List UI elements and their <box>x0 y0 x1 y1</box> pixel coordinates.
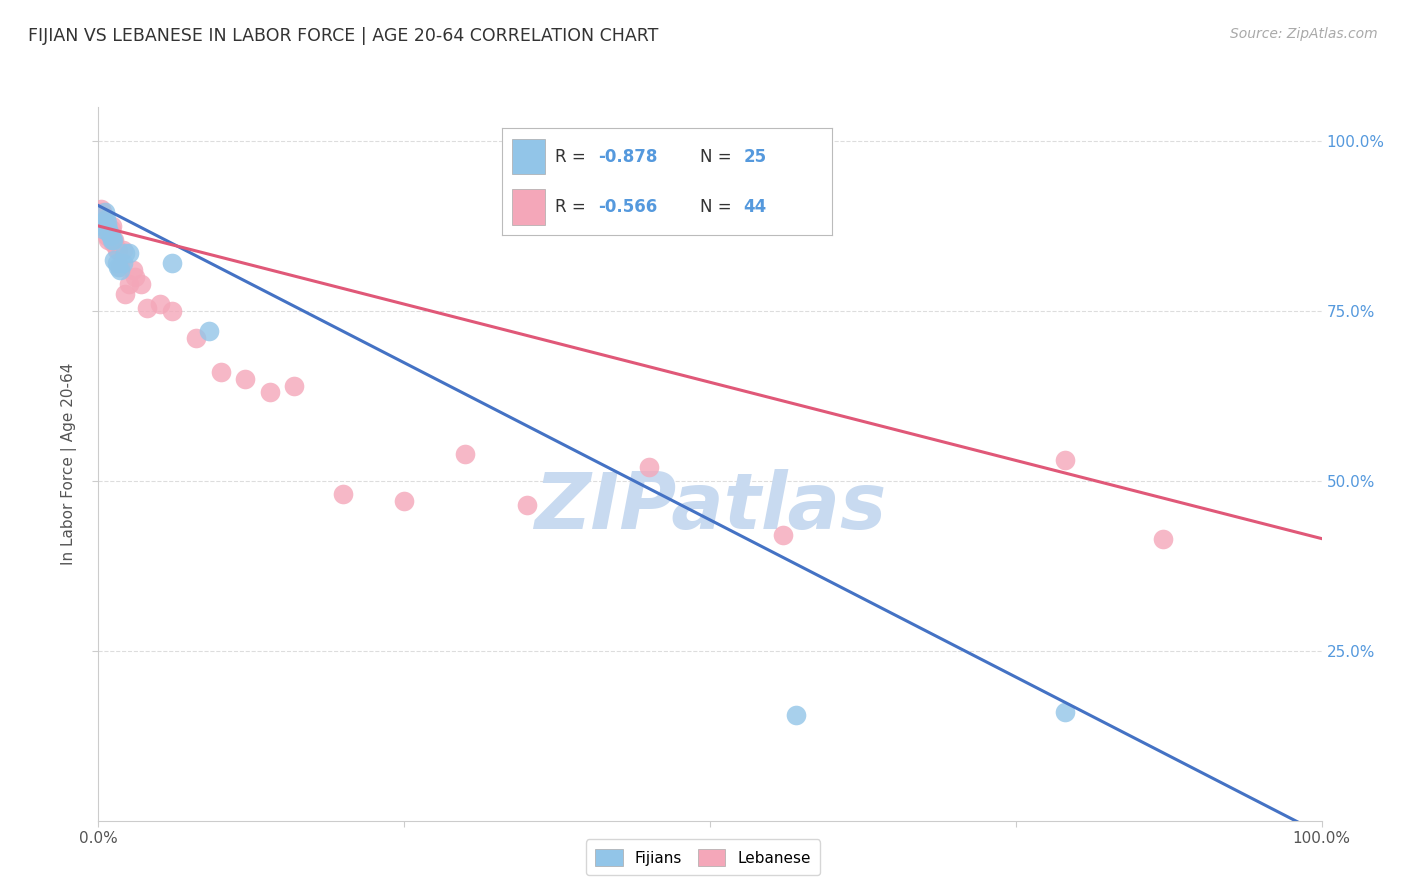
Point <box>91 219 114 233</box>
Point <box>638 460 661 475</box>
Point <box>515 498 537 512</box>
Point <box>197 324 219 338</box>
Point <box>96 229 118 244</box>
Y-axis label: In Labor Force | Age 20-64: In Labor Force | Age 20-64 <box>60 363 77 565</box>
Point <box>136 301 159 315</box>
Legend: Fijians, Lebanese: Fijians, Lebanese <box>586 839 820 875</box>
Point <box>94 212 117 227</box>
Point <box>454 447 477 461</box>
Point <box>1053 453 1076 467</box>
Point <box>283 378 305 392</box>
Point <box>121 263 143 277</box>
Point <box>118 277 141 291</box>
Point <box>111 243 134 257</box>
Point <box>209 365 232 379</box>
Point <box>101 219 124 233</box>
Point <box>233 372 256 386</box>
Point <box>103 252 125 267</box>
Point <box>160 256 183 270</box>
Point <box>91 205 114 219</box>
Point <box>118 246 141 260</box>
Point <box>114 246 136 260</box>
Text: FIJIAN VS LEBANESE IN LABOR FORCE | AGE 20-64 CORRELATION CHART: FIJIAN VS LEBANESE IN LABOR FORCE | AGE … <box>28 27 658 45</box>
Point <box>124 269 146 284</box>
Point <box>97 222 120 236</box>
Point <box>101 235 124 250</box>
Point <box>98 226 121 240</box>
Point <box>105 243 128 257</box>
Point <box>110 263 132 277</box>
Point <box>110 260 132 274</box>
Point <box>149 297 172 311</box>
Point <box>332 487 354 501</box>
Point <box>186 331 208 345</box>
Point <box>101 233 124 247</box>
Point <box>1053 705 1076 719</box>
Point <box>129 277 152 291</box>
Point <box>107 243 129 257</box>
Text: ZIPatlas: ZIPatlas <box>534 468 886 545</box>
Point <box>1152 532 1174 546</box>
Point <box>91 222 114 236</box>
Point <box>91 219 114 233</box>
Point <box>93 216 115 230</box>
Point <box>97 233 120 247</box>
Point <box>772 528 794 542</box>
Point <box>114 287 136 301</box>
Point <box>96 216 118 230</box>
Point <box>100 229 122 244</box>
Point <box>90 216 112 230</box>
Point <box>160 304 183 318</box>
Point <box>98 226 121 240</box>
Point <box>94 222 117 236</box>
Point <box>785 708 807 723</box>
Point <box>259 385 281 400</box>
Point <box>107 260 129 274</box>
Point <box>103 233 125 247</box>
Point <box>105 256 128 270</box>
Point <box>100 222 122 236</box>
Point <box>111 256 134 270</box>
Point <box>392 494 416 508</box>
Text: Source: ZipAtlas.com: Source: ZipAtlas.com <box>1230 27 1378 41</box>
Point <box>101 233 124 247</box>
Point <box>90 202 112 216</box>
Point <box>93 205 115 219</box>
